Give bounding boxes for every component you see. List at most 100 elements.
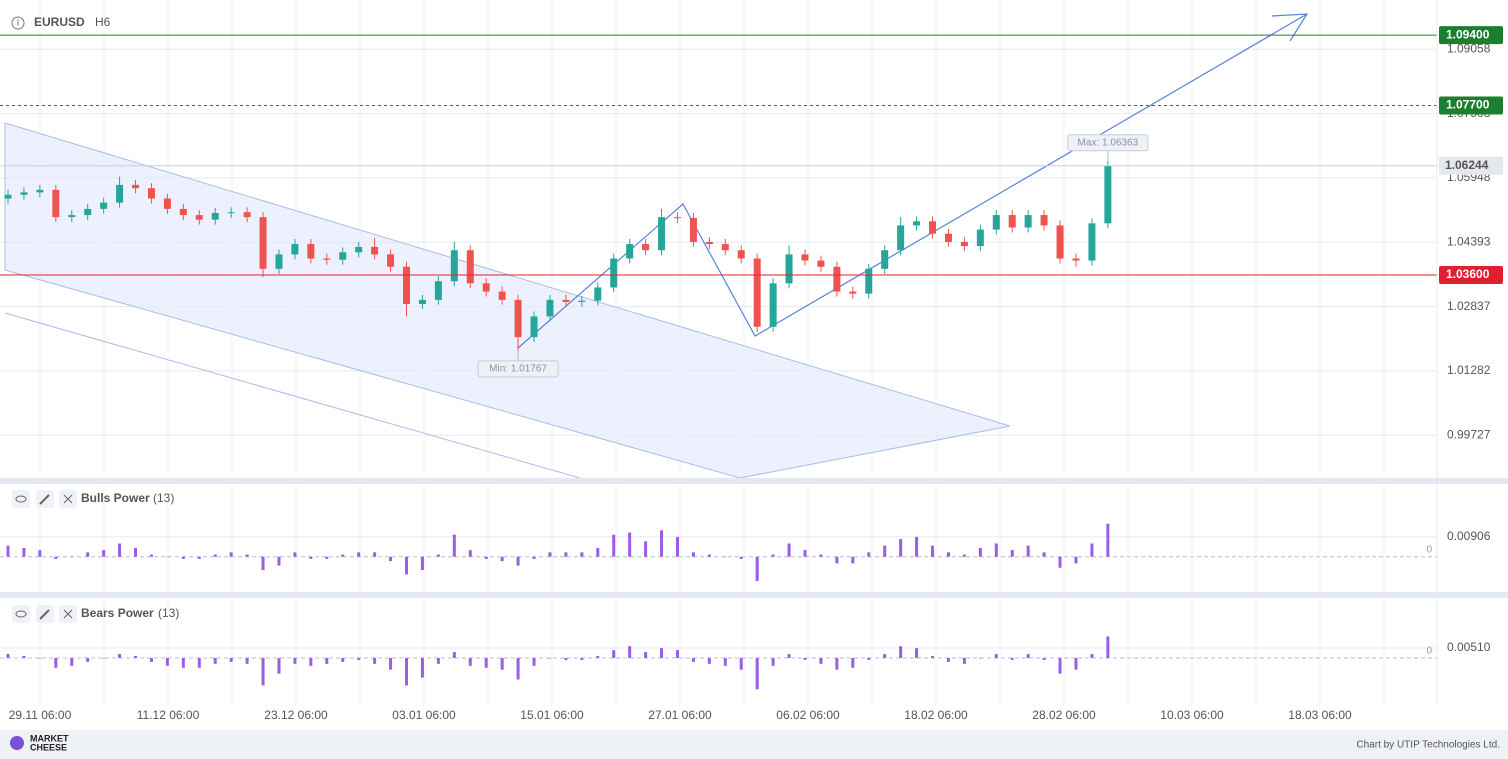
candle-body bbox=[68, 215, 76, 218]
zigzag bbox=[517, 13, 1308, 349]
bar bbox=[436, 554, 440, 557]
symbol: EURUSD bbox=[34, 15, 85, 29]
bar bbox=[994, 654, 998, 658]
candle-body bbox=[403, 266, 410, 304]
y-tick-label: 1.04393 bbox=[1447, 234, 1491, 248]
bar bbox=[325, 657, 329, 664]
bar bbox=[851, 657, 855, 668]
candle-body bbox=[658, 217, 666, 251]
bar bbox=[596, 547, 600, 557]
bar bbox=[405, 556, 408, 575]
bar bbox=[851, 556, 855, 564]
bar bbox=[420, 657, 424, 678]
candle-body bbox=[530, 316, 538, 338]
bar bbox=[532, 657, 536, 666]
candle-body bbox=[243, 212, 251, 218]
info-icon-glyph: i bbox=[17, 17, 19, 27]
bar bbox=[38, 550, 42, 557]
timeframe: H6 bbox=[95, 15, 111, 29]
eye-button[interactable] bbox=[12, 605, 30, 623]
bar bbox=[931, 545, 935, 557]
candle-body bbox=[1056, 225, 1064, 259]
bar bbox=[261, 657, 265, 686]
candle-body bbox=[498, 291, 506, 300]
candle-body bbox=[291, 244, 299, 255]
bar bbox=[675, 650, 679, 658]
bar bbox=[1042, 552, 1046, 557]
bar bbox=[1026, 654, 1030, 658]
y-tick-label: 0.00906 bbox=[1447, 529, 1491, 543]
candle-body bbox=[546, 299, 554, 317]
y-tick-label: 0.99727 bbox=[1447, 427, 1491, 441]
bar bbox=[293, 657, 297, 664]
bar bbox=[1042, 657, 1046, 660]
y-tick-label: 0.00510 bbox=[1447, 640, 1491, 654]
level-label: 1.03600 bbox=[1446, 267, 1490, 281]
candle-body bbox=[466, 250, 474, 284]
level-label: 1.07700 bbox=[1446, 98, 1490, 112]
candle-body bbox=[418, 299, 426, 304]
candle-body bbox=[227, 212, 235, 214]
bar bbox=[739, 556, 743, 559]
bar bbox=[915, 648, 919, 658]
bar bbox=[1026, 545, 1030, 557]
candle-body bbox=[1024, 215, 1032, 228]
bar bbox=[516, 556, 520, 566]
x-tick-label: 10.03 06:00 bbox=[1160, 708, 1224, 722]
info-icon[interactable] bbox=[11, 16, 25, 30]
bar bbox=[165, 657, 169, 666]
bar bbox=[946, 657, 950, 662]
candle-body bbox=[944, 233, 952, 242]
candle-body bbox=[116, 184, 124, 203]
candle-body bbox=[339, 252, 347, 260]
x-tick-label: 23.12 06:00 bbox=[264, 708, 328, 722]
bar bbox=[54, 657, 58, 668]
candle-body bbox=[705, 241, 713, 245]
bar bbox=[373, 552, 377, 557]
bar bbox=[644, 652, 648, 658]
bar bbox=[436, 657, 440, 664]
candle-body bbox=[785, 254, 793, 284]
y-tick-label: 1.01282 bbox=[1447, 363, 1491, 377]
current-price-box bbox=[1439, 156, 1503, 175]
candle-body bbox=[355, 246, 363, 253]
x-tick-label: 15.01 06:00 bbox=[520, 708, 584, 722]
bar bbox=[405, 657, 408, 686]
candle-body bbox=[211, 213, 219, 220]
candle-body bbox=[84, 208, 92, 216]
bar bbox=[277, 657, 281, 674]
bar bbox=[803, 550, 807, 557]
eye-button[interactable] bbox=[12, 490, 30, 508]
bar bbox=[564, 552, 568, 557]
bar bbox=[1090, 654, 1094, 658]
bar bbox=[1010, 657, 1014, 660]
bar bbox=[22, 547, 26, 557]
bar bbox=[229, 552, 233, 557]
bar bbox=[86, 552, 90, 557]
bar bbox=[54, 556, 58, 559]
y-tick-label: 1.02837 bbox=[1447, 299, 1491, 313]
bar bbox=[468, 657, 472, 666]
candle-body bbox=[514, 299, 522, 338]
level-label: 1.09400 bbox=[1446, 27, 1490, 41]
indicator-title: Bulls Power bbox=[81, 491, 150, 505]
x-tick-label: 18.03 06:00 bbox=[1288, 708, 1352, 722]
bar bbox=[564, 657, 568, 660]
marks bbox=[0, 34, 1437, 690]
bar bbox=[118, 654, 122, 658]
bar bbox=[389, 657, 393, 670]
candle-body bbox=[100, 202, 108, 209]
candle-body bbox=[913, 221, 921, 226]
close-icon bbox=[63, 494, 73, 504]
candle-body bbox=[578, 300, 586, 302]
candle-body bbox=[147, 188, 155, 199]
candle-body bbox=[4, 194, 12, 199]
x-tick-label: 28.02 06:00 bbox=[1032, 708, 1096, 722]
bar bbox=[867, 657, 871, 660]
x-tick-label: 03.01 06:00 bbox=[392, 708, 456, 722]
candle-body bbox=[642, 244, 650, 251]
bar bbox=[149, 554, 153, 557]
bar bbox=[197, 657, 201, 668]
candle-body bbox=[275, 254, 283, 269]
bar bbox=[803, 657, 807, 660]
